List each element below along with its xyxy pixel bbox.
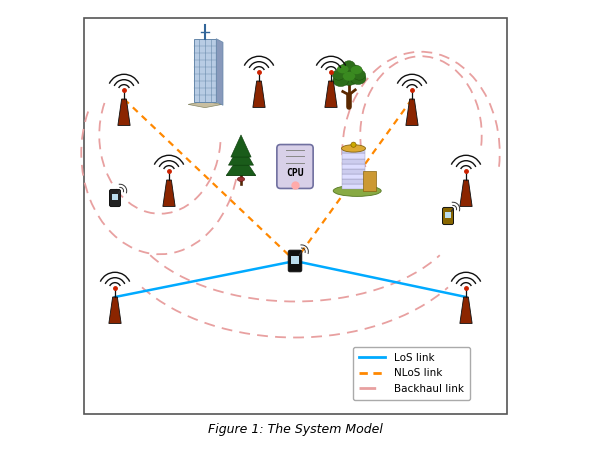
Polygon shape: [163, 180, 175, 207]
Legend: LoS link, NLoS link, Backhaul link: LoS link, NLoS link, Backhaul link: [353, 347, 470, 400]
Ellipse shape: [342, 145, 365, 152]
Bar: [363, 171, 376, 191]
Bar: [342, 179, 365, 184]
Ellipse shape: [337, 65, 349, 73]
FancyBboxPatch shape: [110, 189, 120, 207]
Ellipse shape: [350, 66, 362, 74]
Bar: [194, 39, 217, 102]
Ellipse shape: [333, 74, 349, 86]
Polygon shape: [217, 39, 223, 105]
Polygon shape: [406, 99, 418, 126]
Circle shape: [351, 142, 356, 147]
Bar: [291, 256, 299, 264]
Ellipse shape: [333, 185, 381, 196]
Bar: [84, 18, 506, 414]
Bar: [342, 169, 365, 174]
Polygon shape: [228, 143, 254, 165]
Ellipse shape: [332, 70, 345, 80]
Bar: [240, 175, 242, 184]
Bar: [342, 184, 365, 189]
Ellipse shape: [339, 70, 359, 86]
FancyBboxPatch shape: [442, 207, 454, 225]
Polygon shape: [460, 180, 472, 207]
Text: Figure 1: The System Model: Figure 1: The System Model: [208, 423, 382, 436]
Text: CPU: CPU: [286, 168, 304, 178]
Bar: [342, 174, 365, 179]
Polygon shape: [325, 81, 337, 108]
Polygon shape: [226, 153, 255, 176]
Ellipse shape: [343, 61, 355, 71]
FancyBboxPatch shape: [289, 250, 301, 272]
Polygon shape: [118, 99, 130, 126]
Ellipse shape: [237, 177, 245, 181]
Polygon shape: [226, 162, 255, 176]
Ellipse shape: [348, 65, 362, 77]
Polygon shape: [109, 297, 121, 324]
Ellipse shape: [353, 70, 366, 80]
Ellipse shape: [350, 72, 366, 85]
FancyBboxPatch shape: [277, 144, 313, 189]
Polygon shape: [231, 135, 251, 157]
Polygon shape: [188, 101, 222, 108]
Ellipse shape: [337, 64, 352, 76]
Bar: [112, 194, 118, 200]
Bar: [342, 158, 365, 164]
Bar: [342, 164, 365, 169]
Bar: [342, 148, 365, 153]
Bar: [445, 212, 451, 218]
Polygon shape: [460, 297, 472, 324]
Polygon shape: [253, 81, 265, 108]
Ellipse shape: [343, 72, 355, 81]
Bar: [342, 153, 365, 158]
